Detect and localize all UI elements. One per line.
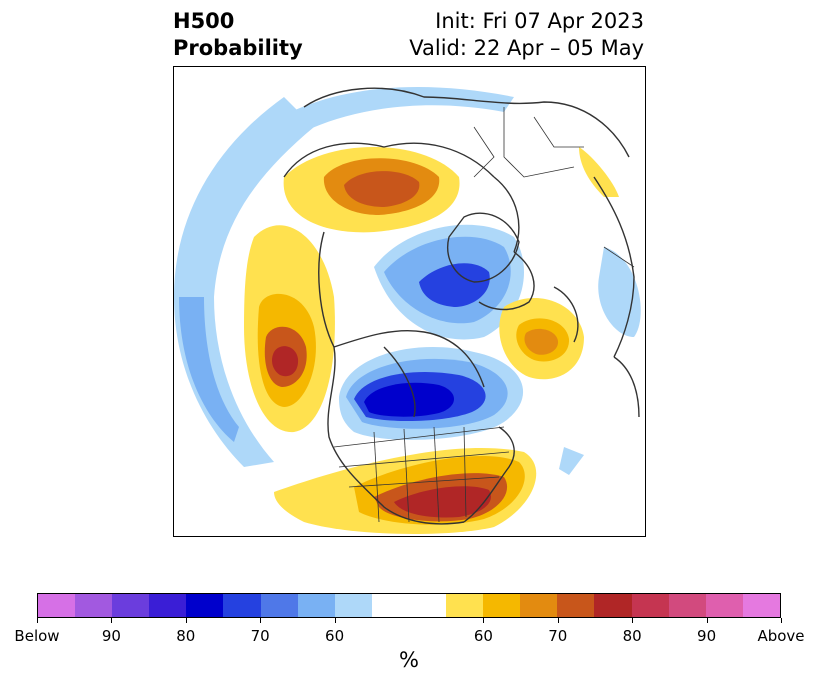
political-borders (333, 107, 635, 523)
above-80-siberia (344, 171, 420, 207)
colorbar-tick-mark (37, 618, 38, 623)
colorbar-tick-mark (334, 618, 336, 623)
colorbar-swatch (75, 594, 113, 617)
colorbar-swatch (371, 594, 409, 617)
chart-title: H500 Probability (173, 8, 303, 62)
below-70-west (179, 297, 239, 442)
below-60-small-patch (559, 447, 584, 475)
colorbar-swatch (112, 594, 150, 617)
colorbar-tick-label: 80 (176, 627, 196, 645)
colorbar-tick-label: 60 (473, 627, 493, 645)
colorbar-swatch (594, 594, 632, 617)
below-90-canada (364, 382, 454, 417)
colorbar-swatch (297, 594, 335, 617)
colorbar-tick-label: Above (757, 627, 805, 645)
colorbar-swatch (38, 594, 76, 617)
valid-date: Valid: 22 Apr – 05 May (409, 36, 644, 60)
title-line-2: Probability (173, 36, 303, 60)
colorbar-tick-mark (632, 618, 634, 623)
colorbar-tick-label: Below (14, 627, 60, 645)
below-80-arctic (419, 263, 490, 307)
colorbar-tick-mark (781, 618, 782, 623)
coastlines (283, 87, 640, 525)
colorbar-swatch (408, 594, 447, 617)
title-line-1: H500 (173, 9, 235, 33)
above-60-scandinavia (579, 147, 619, 197)
above-80-atlantic (524, 328, 559, 355)
colorbar-tick-mark (185, 618, 187, 623)
init-date: Init: Fri 07 Apr 2023 (435, 9, 644, 33)
colorbar-tick-label: 70 (548, 627, 568, 645)
colorbar-tick-mark (706, 618, 708, 623)
colorbar-swatch (705, 594, 743, 617)
colorbar-swatch (334, 594, 372, 617)
colorbar-swatch (149, 594, 187, 617)
colorbar-tick-mark (483, 618, 485, 623)
colorbar-swatch (742, 594, 780, 617)
colorbar-swatch (557, 594, 595, 617)
colorbar-tick-label: 90 (101, 627, 121, 645)
colorbar-swatch (668, 594, 706, 617)
below-60-east-patch (598, 247, 641, 337)
colorbar-swatch (223, 594, 261, 617)
colorbar-tick-mark (557, 618, 559, 623)
colorbar-tick-mark (111, 618, 113, 623)
colorbar-tick-mark (260, 618, 262, 623)
probability-map (173, 66, 646, 537)
colorbar-swatch (446, 594, 484, 617)
colorbar (37, 593, 781, 618)
above-90-pacific (272, 346, 299, 377)
colorbar-tick-label: 70 (250, 627, 270, 645)
colorbar-swatch (483, 594, 521, 617)
map-canvas (174, 87, 641, 534)
colorbar-tick-label: 80 (622, 627, 642, 645)
colorbar-unit-label: % (399, 648, 419, 672)
colorbar-swatch (260, 594, 298, 617)
colorbar-swatch (520, 594, 558, 617)
colorbar-swatch (186, 594, 224, 617)
colorbar-swatch (631, 594, 669, 617)
forecast-dates: Init: Fri 07 Apr 2023 Valid: 22 Apr – 05… (409, 8, 644, 62)
above-90-usa (394, 486, 491, 518)
colorbar-tick-label: 90 (697, 627, 717, 645)
colorbar-tick-label: 60 (325, 627, 345, 645)
below-60-north-band (264, 87, 514, 142)
